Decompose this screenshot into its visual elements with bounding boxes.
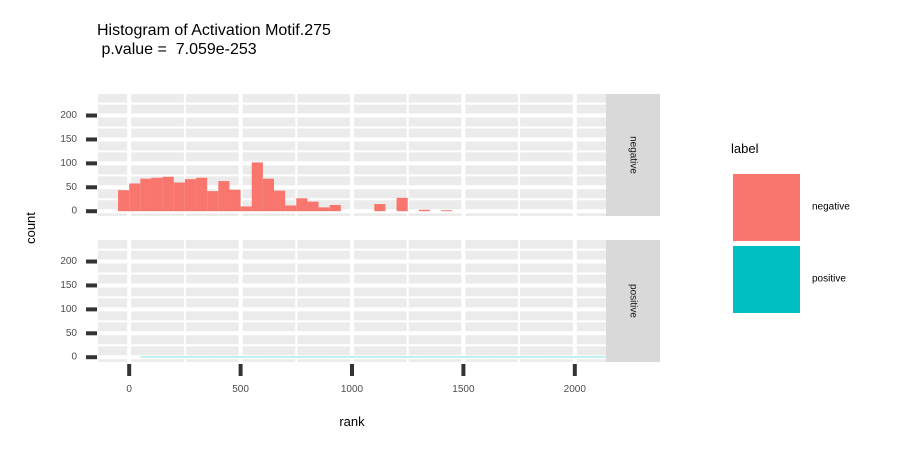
facet-strip-label: negative: [628, 136, 639, 174]
legend-title: label: [731, 141, 759, 156]
histogram-bar: [140, 178, 152, 212]
y-axis-title: count: [23, 212, 38, 244]
legend-label-negative: negative: [812, 202, 850, 213]
histogram-bar: [207, 191, 219, 212]
y-tick-label: 200: [60, 256, 77, 267]
histogram-bar: [318, 207, 330, 212]
histogram-bar: [184, 179, 197, 212]
histogram-bar: [329, 204, 341, 212]
x-tick-label: 2000: [564, 384, 587, 395]
y-tick-label: 0: [71, 352, 77, 363]
panel-negative: negative 0 50 100 150 200: [60, 94, 660, 217]
y-tick-label: 150: [60, 134, 77, 145]
x-tick-label: 0: [126, 384, 132, 395]
x-tick-label: 500: [232, 384, 249, 395]
histogram-bar: [251, 162, 263, 212]
histogram-bar: [173, 182, 185, 212]
legend: label negative positive: [731, 141, 850, 313]
histogram-bar: [374, 204, 386, 212]
legend-key-negative: [733, 174, 800, 241]
facet-strip: [606, 94, 660, 216]
histogram-bar: [240, 206, 252, 212]
facet-strip: [606, 240, 660, 362]
y-tick-label: 50: [66, 182, 78, 193]
y-tick-label: 150: [60, 280, 77, 291]
histogram-bar: [218, 181, 230, 212]
x-axis-title: rank: [339, 414, 365, 429]
y-tick-label: 200: [60, 110, 77, 121]
chart-title: Histogram of Activation Motif.275: [97, 22, 331, 39]
histogram-bar: [396, 197, 408, 212]
histogram-bar: [118, 190, 130, 212]
legend-key-positive: [733, 246, 800, 313]
histogram-bar: [229, 189, 241, 212]
chart-subtitle: p.value = 7.059e-253: [97, 41, 257, 58]
histogram-bar: [129, 183, 141, 212]
y-tick-label: 100: [60, 304, 77, 315]
histogram-bar: [296, 198, 308, 212]
histogram-bar: [274, 190, 286, 212]
histogram-bar: [262, 178, 275, 212]
histogram-bar: [307, 201, 319, 212]
y-tick-label: 100: [60, 158, 77, 169]
x-tick-label: 1500: [452, 384, 475, 395]
facet-strip-label: positive: [628, 284, 639, 318]
histogram-bar: [441, 210, 453, 212]
histogram-bar: [418, 209, 430, 212]
panel-positive: positive 0 50 100 150 200: [60, 240, 660, 363]
histogram-bar: [285, 205, 297, 212]
histogram-bar: [151, 177, 163, 212]
histogram-bar: [162, 176, 174, 212]
y-tick-label: 0: [71, 206, 77, 217]
y-tick-label: 50: [66, 328, 78, 339]
x-tick-label: 1000: [341, 384, 364, 395]
histogram-bar: [196, 177, 208, 212]
legend-label-positive: positive: [812, 274, 846, 285]
